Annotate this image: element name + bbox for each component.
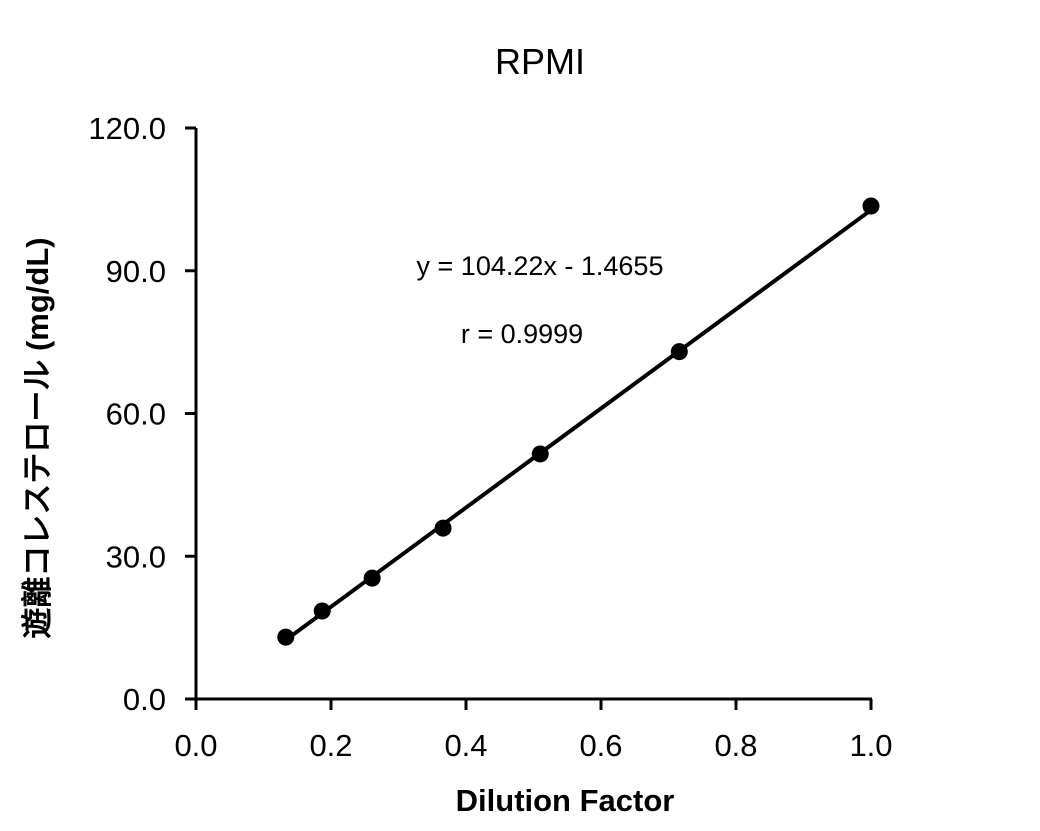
equation-annotation: y = 104.22x - 1.4655 [417,251,664,281]
y-tick-label: 30.0 [106,539,166,574]
y-tick-label: 90.0 [106,254,166,289]
x-tick-label: 0.0 [174,728,217,763]
x-tick-label: 1.0 [849,728,892,763]
data-point [313,602,331,620]
data-point [434,519,452,537]
y-axis-ticks: 0.0 30.0 60.0 90.0 120.0 [88,111,196,717]
x-tick-label: 0.4 [444,728,487,763]
x-tick-label: 0.6 [579,728,622,763]
chart-title: RPMI [495,41,585,82]
y-tick-label: 120.0 [88,111,166,146]
y-tick-label: 0.0 [123,682,166,717]
x-tick-label: 0.2 [309,728,352,763]
data-point [862,197,880,215]
data-point [277,628,295,646]
y-tick-label: 60.0 [106,397,166,432]
data-point [670,343,688,361]
x-axis-ticks: 0.0 0.2 0.4 0.6 0.8 1.0 [174,699,893,763]
data-points [277,197,880,646]
r-value-annotation: r = 0.9999 [461,319,583,349]
trendline [284,208,873,642]
x-tick-label: 0.8 [714,728,757,763]
x-axis-label: Dilution Factor [456,783,675,818]
data-point [363,569,381,587]
data-point [531,445,549,463]
y-axis-label: 遊離コレステロール (mg/dL) [20,237,55,638]
axes [194,128,872,701]
